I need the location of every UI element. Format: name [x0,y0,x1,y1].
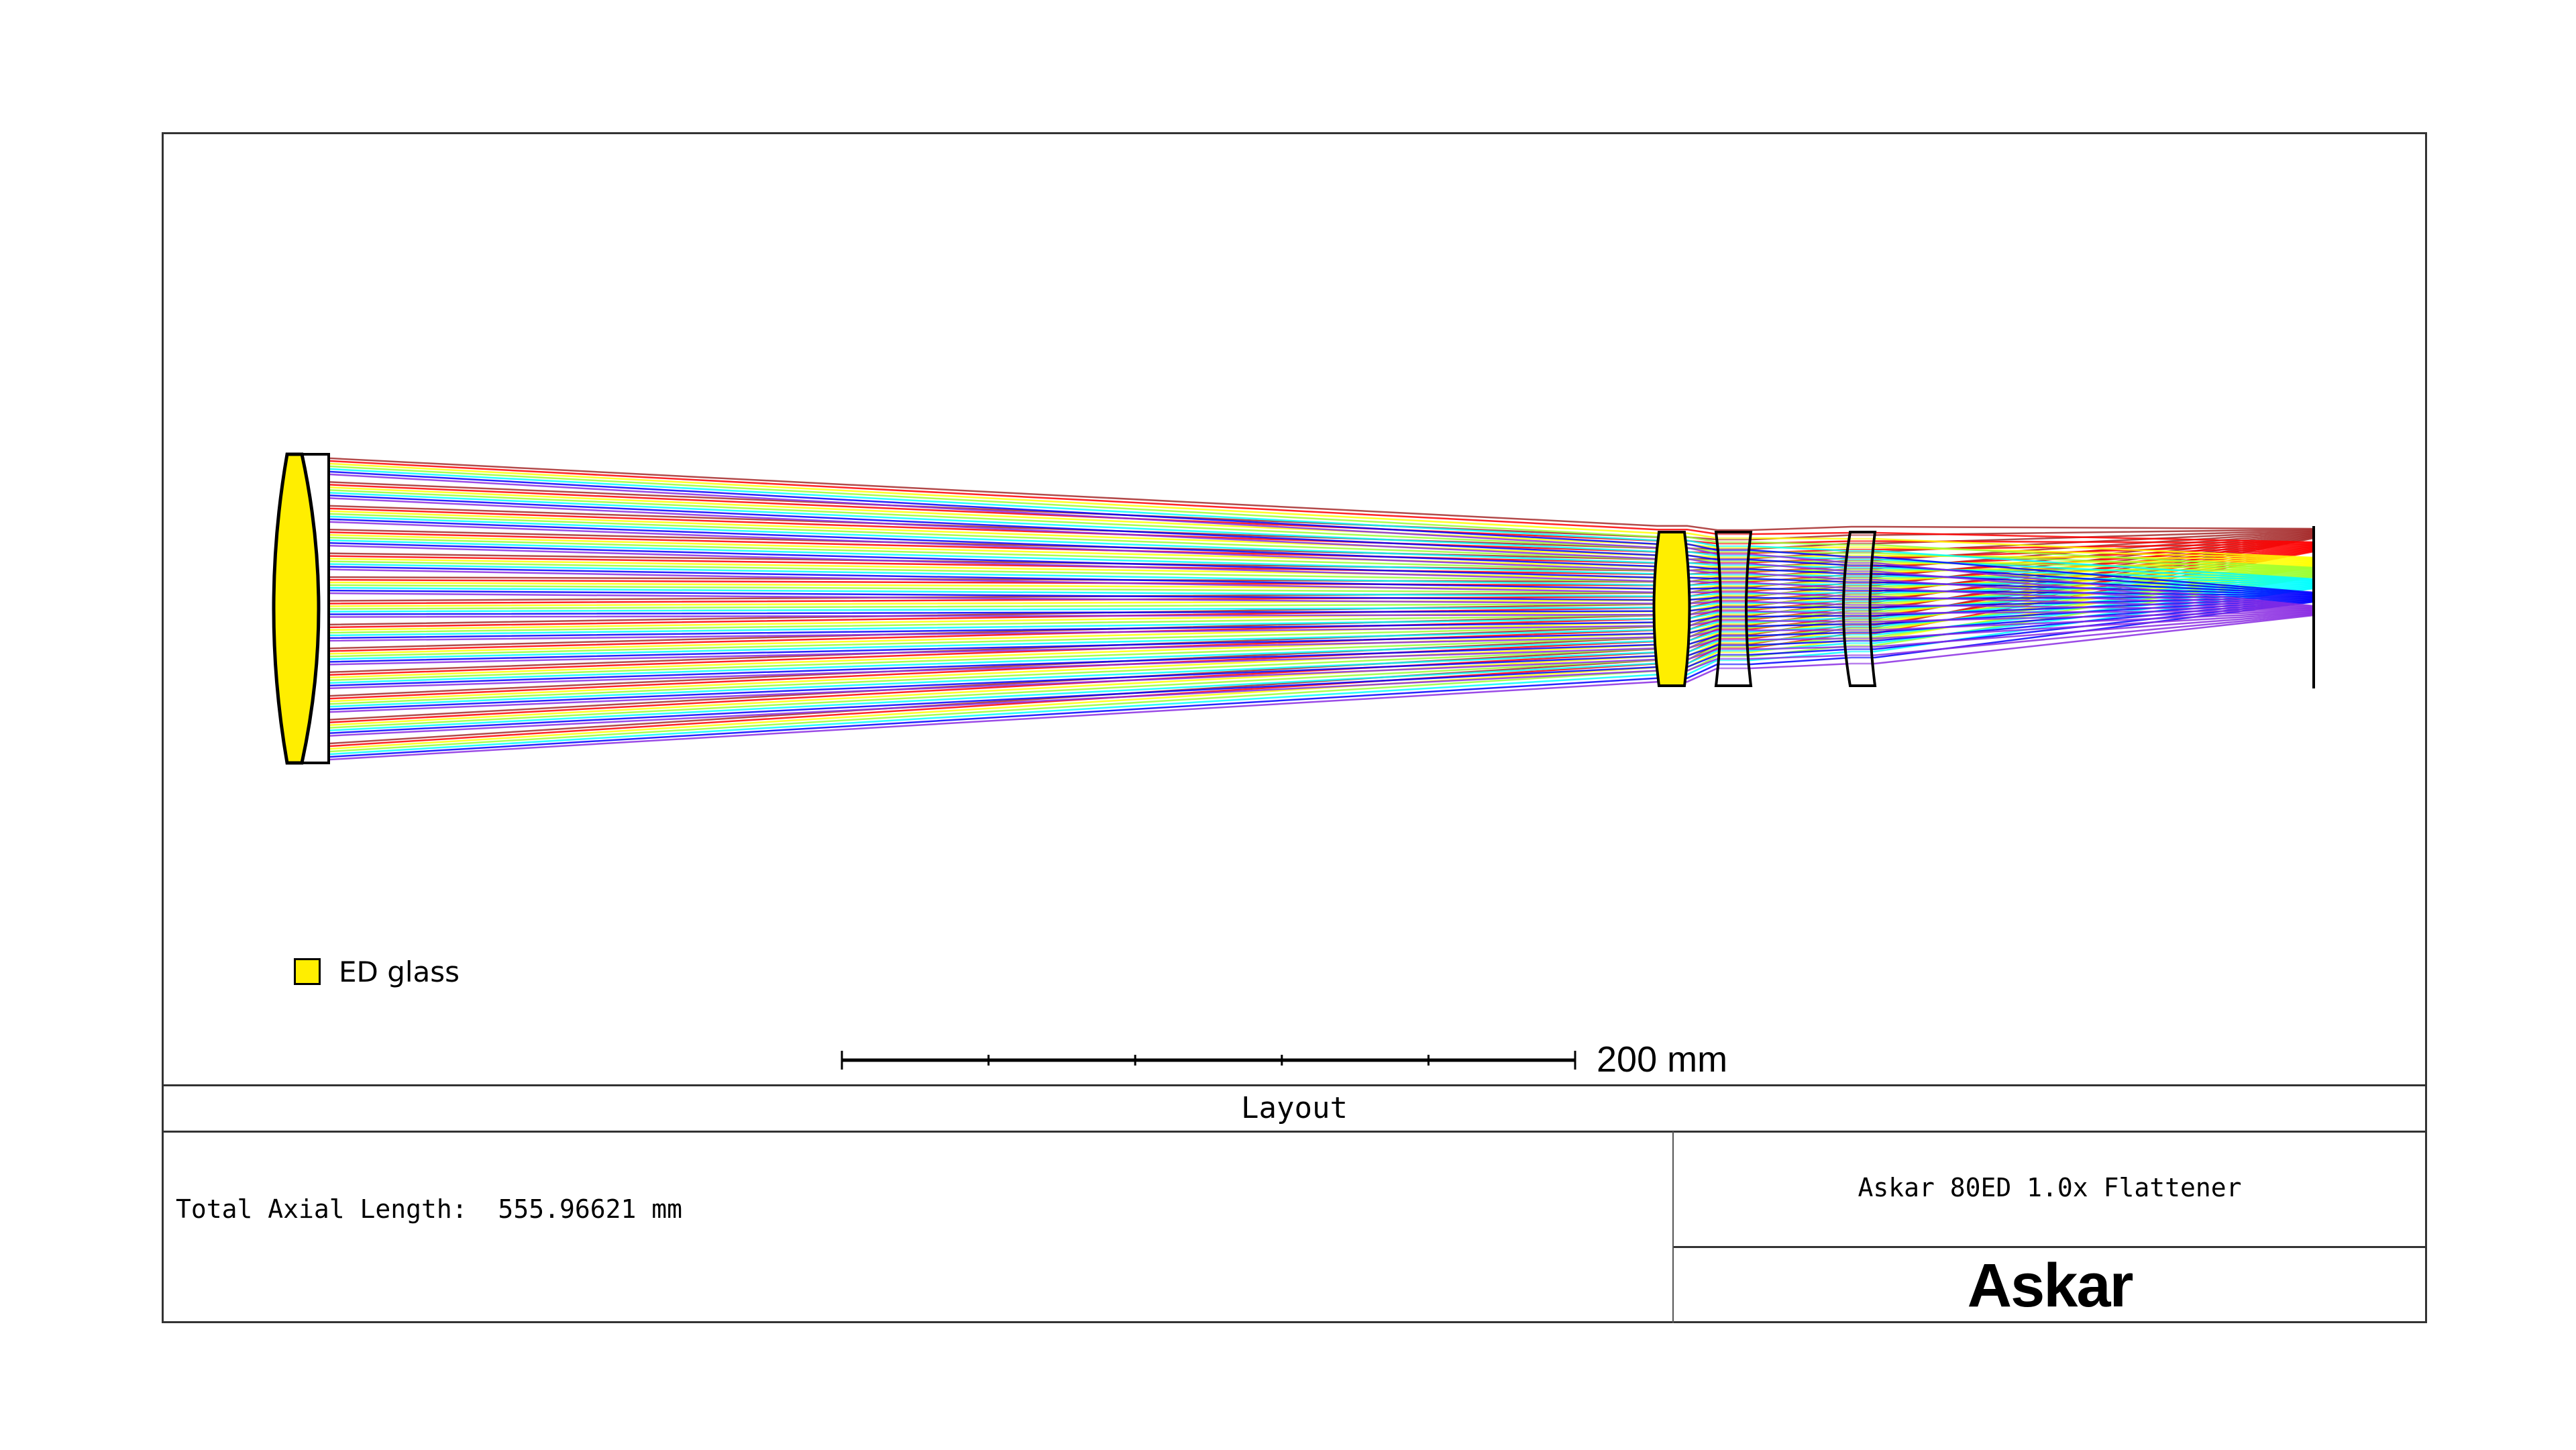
ed-glass-legend-label: ED glass [339,955,460,988]
divider [1672,1131,1674,1323]
divider [162,1084,2427,1086]
scale-bar [841,1051,1576,1070]
askar-logo: Askar [1967,1251,2134,1320]
flattener-negative-lens [1714,531,1753,687]
flattener-ed-lens [1652,531,1691,687]
ed-glass-legend-swatch [294,958,321,985]
scale-bar-label: 200 mm [1597,1039,1728,1080]
ray [329,457,2314,531]
divider [162,1131,2427,1133]
objective-meniscus-lens [300,453,330,764]
lens-name: Askar 80ED 1.0x Flattener [1858,1173,2242,1202]
divider [1672,1246,2427,1248]
flattener-meniscus-lens [1842,531,1877,687]
total-axial-length: Total Axial Length: 555.96621 mm [176,1194,682,1224]
plot-frame [162,132,2427,1323]
layout-title: Layout [1241,1091,1348,1125]
